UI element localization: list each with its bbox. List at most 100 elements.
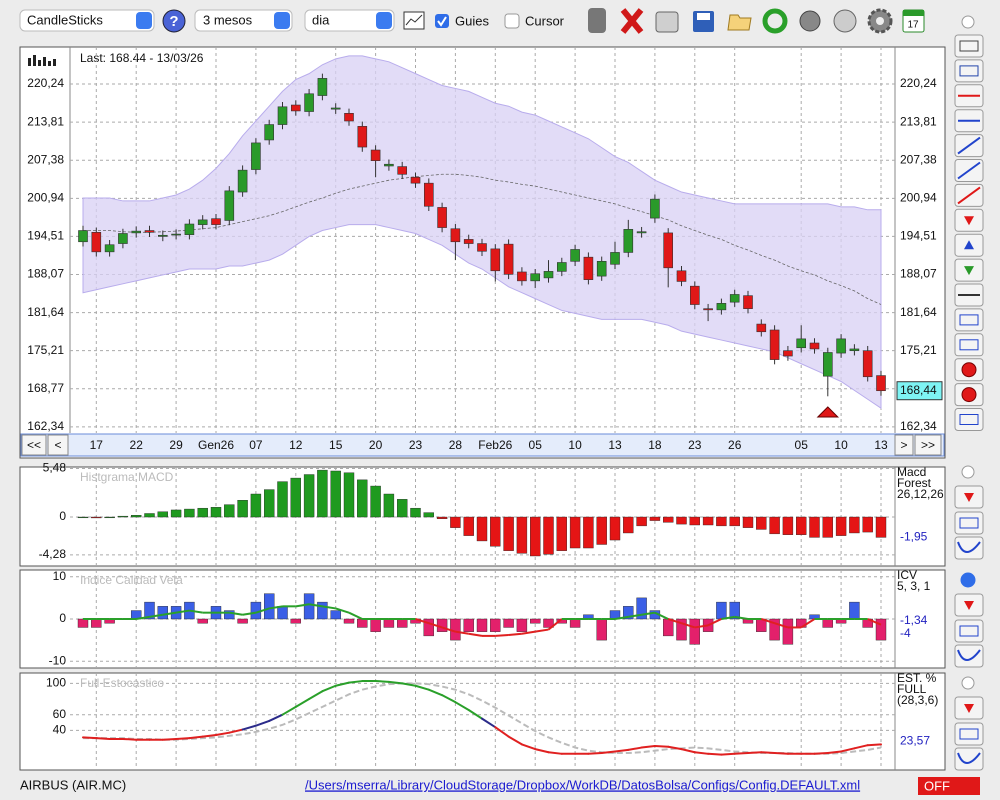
config-path[interactable]: /Users/mserra/Library/CloudStorage/Dropb… [305,777,860,792]
candle-body [118,233,127,243]
histogram-bar [184,509,194,517]
y-tick-label: 40 [53,723,67,737]
histogram-bar [145,513,155,517]
icon [697,13,710,20]
histogram-bar [716,602,726,619]
candle-body [517,272,526,281]
panel-radio[interactable] [962,466,974,478]
histogram-bar [623,517,633,533]
tool-button[interactable] [955,723,983,745]
tool-button[interactable] [955,334,983,356]
histogram-bar [211,507,221,517]
histogram-bar [238,619,248,623]
histogram-bar [557,517,567,551]
x-tick-label: 13 [608,438,622,452]
tool-button[interactable] [955,748,983,770]
x-tick-label: 22 [130,438,144,452]
panel-radio[interactable] [962,677,974,689]
tool-button[interactable] [955,309,983,331]
candle-body [597,261,606,276]
histogram-bar [238,500,248,517]
chart-window-button[interactable] [404,12,424,29]
x-tick-label: 12 [289,438,303,452]
histogram-bar [783,517,793,535]
candle-body [717,303,726,310]
histogram-bar [91,619,101,627]
histogram-bar [490,517,500,546]
stochastic-k [815,753,828,754]
panel-radio[interactable] [962,574,974,586]
tool-button[interactable] [955,537,983,559]
histogram-bar [304,594,314,619]
candle-body [79,231,88,242]
icon [962,388,976,402]
y-tick-label-right: 194,51 [900,229,937,243]
y-tick-label-right: 213,81 [900,114,937,128]
tool-button[interactable] [955,409,983,431]
panel-legend: 26,12,26 [897,487,944,501]
y-tick-label: -4,28 [39,547,67,561]
candle-body [172,234,181,235]
histogram-bar [663,619,673,636]
histogram-bar [876,517,886,537]
y-tick-label: 200,94 [27,190,64,204]
help-glyph: ? [169,13,178,30]
stochastic-k [83,737,96,738]
histogram-bar [264,594,274,619]
update-button[interactable] [800,11,820,31]
period-value: 3 mesos [203,12,253,27]
histogram-bar [836,517,846,536]
histogram-bar [464,517,474,536]
candle-body [318,78,327,95]
y-tick-label: 194,51 [27,229,64,243]
histogram-bar [490,619,500,632]
panel-title: Histgrama MACD [80,470,174,484]
stochastic-k [735,753,748,754]
trash-button[interactable] [588,8,606,33]
stochastic-k [588,753,601,754]
y-tick-label-right: 175,21 [900,343,937,357]
panel-radio[interactable] [962,16,974,28]
histogram-bar [198,619,208,623]
histogram-bar [690,619,700,644]
histogram-bar [224,505,234,517]
x-tick-label: Gen26 [198,438,234,452]
y-tick-label: 10 [53,569,67,583]
candle-body [158,235,167,236]
candle-body [464,239,473,243]
candle-body [730,294,739,302]
candle-body [664,233,673,268]
guides-checkbox[interactable] [435,14,449,28]
candle-body [478,244,487,252]
right-toolbar [955,16,983,770]
x-tick-label: 23 [409,438,423,452]
tool-button[interactable] [955,645,983,667]
currency-button[interactable] [834,10,856,32]
histogram-bar [371,619,381,632]
candle-body [278,107,287,125]
y-tick-label: -10 [49,653,67,667]
candle-body [384,164,393,166]
mode-label: OFF [924,778,950,793]
candle-body [837,339,846,353]
quality-line [509,634,522,635]
candle-body [704,309,713,310]
print-button[interactable] [656,12,678,32]
histogram-bar [823,619,833,627]
histogram-bar [504,619,514,627]
y-tick-label: 220,24 [27,76,64,90]
histogram-bar [331,471,341,517]
x-tick-label: Feb26 [478,438,512,452]
histogram-bar [264,490,274,517]
tool-button[interactable] [955,620,983,642]
candle-body [198,220,207,225]
tool-button[interactable] [955,60,983,82]
y-tick-label: 60 [53,707,67,721]
tool-button[interactable] [955,35,983,57]
candle-body [438,207,447,227]
cursor-checkbox[interactable] [505,14,519,28]
x-tick-label: 23 [688,438,702,452]
tool-button[interactable] [955,512,983,534]
histogram-bar [397,619,407,627]
